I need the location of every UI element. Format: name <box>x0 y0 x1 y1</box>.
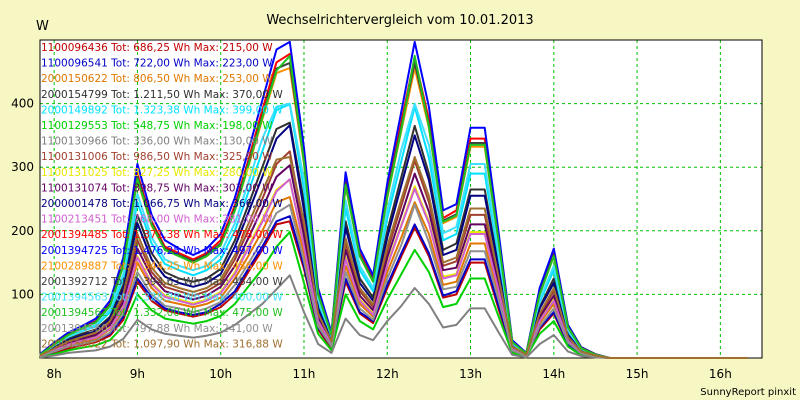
legend-entry: 2001394485 Tot: 1.371,38 Wh Max: 478,00 … <box>41 229 283 241</box>
legend-entry: 1100213451 Tot: 768,00 Wh Max: 281,00 W <box>41 214 273 226</box>
legend-entry: 2001394562 Tot: 1.332,00 Wh Max: 475,00 … <box>41 307 283 319</box>
y-axis-label: W <box>36 19 49 34</box>
x-tick-label: 14h <box>542 367 565 381</box>
legend-entry: 2000149892 Tot: 1.323,38 Wh Max: 399,00 … <box>41 104 283 116</box>
y-axis-ticks: 100 200 300 400 <box>11 97 34 302</box>
legend-entry: 1100130966 Tot: 336,00 Wh Max: 130,00 W <box>41 136 273 148</box>
grid <box>40 40 762 358</box>
x-tick-label: 9h <box>130 367 145 381</box>
legend-entry: 2100289887 Tot: 1.344,25 Wh Max: 456,00 … <box>41 260 283 272</box>
legend-entry: 1100131025 Tot: 827,25 Wh Max: 280,00 W <box>41 167 273 179</box>
x-tick-label: 13h <box>459 367 482 381</box>
legend-entry: 2000154799 Tot: 1.211,50 Wh Max: 370,00 … <box>41 89 283 101</box>
legend-entry: 2001394725 Tot: 1.476,25 Wh Max: 497,00 … <box>41 245 283 257</box>
x-tick-label: 8h <box>47 367 62 381</box>
legend-entry: 2000150622 Tot: 1.097,90 Wh Max: 316,88 … <box>41 338 283 350</box>
x-tick-label: 11h <box>293 367 316 381</box>
x-tick-label: 15h <box>626 367 649 381</box>
y-tick-label: 100 <box>11 287 34 301</box>
x-tick-label: 10h <box>209 367 232 381</box>
legend: 1100096436 Tot: 686,25 Wh Max: 215,00 W 1… <box>41 42 283 350</box>
legend-entry: 1100131074 Tot: 898,75 Wh Max: 303,00 W <box>41 182 273 194</box>
legend-entry: 1100096541 Tot: 722,00 Wh Max: 223,00 W <box>41 58 273 70</box>
x-tick-label: 12h <box>376 367 399 381</box>
y-tick-label: 300 <box>11 160 34 174</box>
x-axis-ticks: 8h 9h 10h 11h 12h 13h 14h 15h 16h <box>47 367 732 381</box>
legend-entry: 2001394563 Tot: 1.328,38 Wh Max: 400,00 … <box>41 292 283 304</box>
legend-entry: 2000001478 Tot: 1.066,75 Wh Max: 366,00 … <box>41 198 283 210</box>
legend-entry: 2000150622 Tot: 806,50 Wh Max: 253,00 W <box>41 73 273 85</box>
y-tick-label: 400 <box>11 97 34 111</box>
legend-entry: 1100129553 Tot: 548,75 Wh Max: 198,00 W <box>41 120 273 132</box>
legend-entry: 2001392712 Tot: 1.394,63 Wh Max: 464,00 … <box>41 276 283 288</box>
y-tick-label: 200 <box>11 224 34 238</box>
series-lines <box>39 40 748 359</box>
legend-entry: 2001394560 Tot: 797,88 Wh Max: 241,00 W <box>41 323 273 335</box>
credit-label: SunnyReport pinxit <box>700 387 796 398</box>
x-tick-label: 16h <box>709 367 732 381</box>
legend-entry: 1100131006 Tot: 986,50 Wh Max: 325,00 W <box>41 151 273 163</box>
chart-title: Wechselrichtervergleich vom 10.01.2013 <box>266 13 533 28</box>
legend-entry: 1100096436 Tot: 686,25 Wh Max: 215,00 W <box>41 42 273 54</box>
series-line <box>39 156 748 359</box>
plot-border <box>39 39 763 359</box>
